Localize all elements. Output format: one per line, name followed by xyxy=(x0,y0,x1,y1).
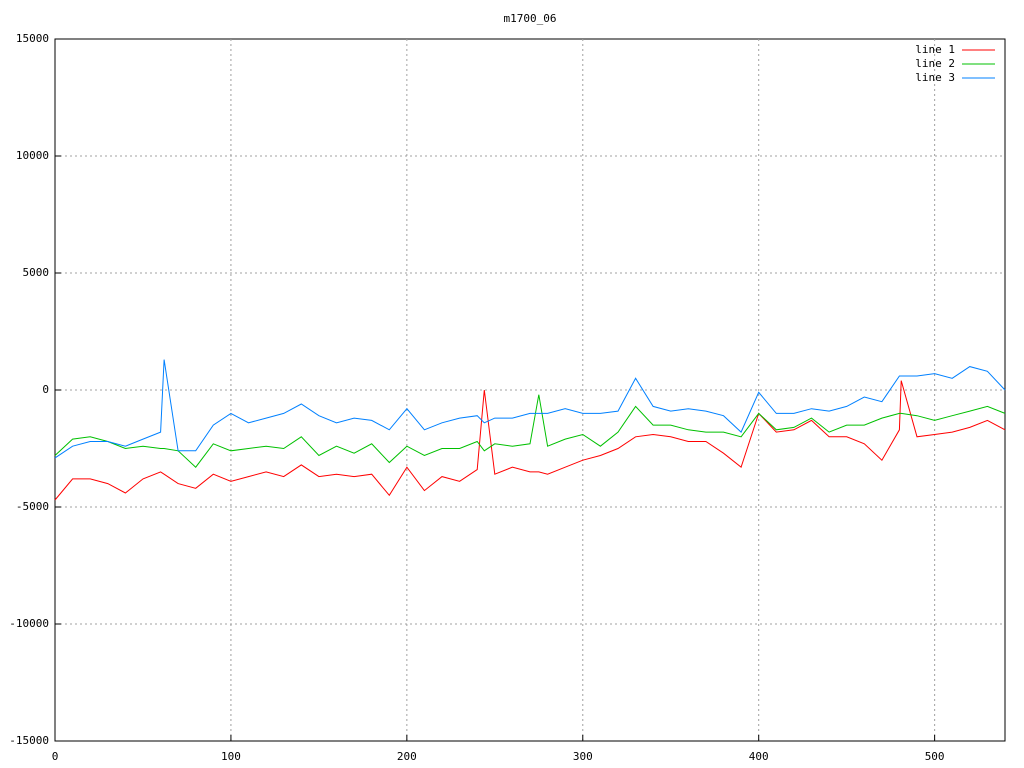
x-tick-label: 200 xyxy=(397,750,417,763)
chart-title: m1700_06 xyxy=(504,12,557,25)
data-line xyxy=(54,359,1006,459)
y-tick-label: 0 xyxy=(42,383,49,396)
x-tick-label: 100 xyxy=(221,750,241,763)
y-tick-label: -5000 xyxy=(16,500,49,513)
data-line xyxy=(54,394,1006,468)
x-tick-label: 500 xyxy=(925,750,945,763)
y-tick-label: 10000 xyxy=(16,149,49,162)
y-tick-label: 5000 xyxy=(23,266,50,279)
y-tick-label: 15000 xyxy=(16,32,49,45)
legend-label: line 2 xyxy=(915,57,955,70)
x-tick-label: 300 xyxy=(573,750,593,763)
x-tick-label: 400 xyxy=(749,750,769,763)
data-line xyxy=(54,380,1006,501)
y-tick-label: -15000 xyxy=(9,734,49,747)
legend-label: line 1 xyxy=(915,43,955,56)
legend-label: line 3 xyxy=(915,71,955,84)
y-tick-label: -10000 xyxy=(9,617,49,630)
x-tick-label: 0 xyxy=(52,750,59,763)
